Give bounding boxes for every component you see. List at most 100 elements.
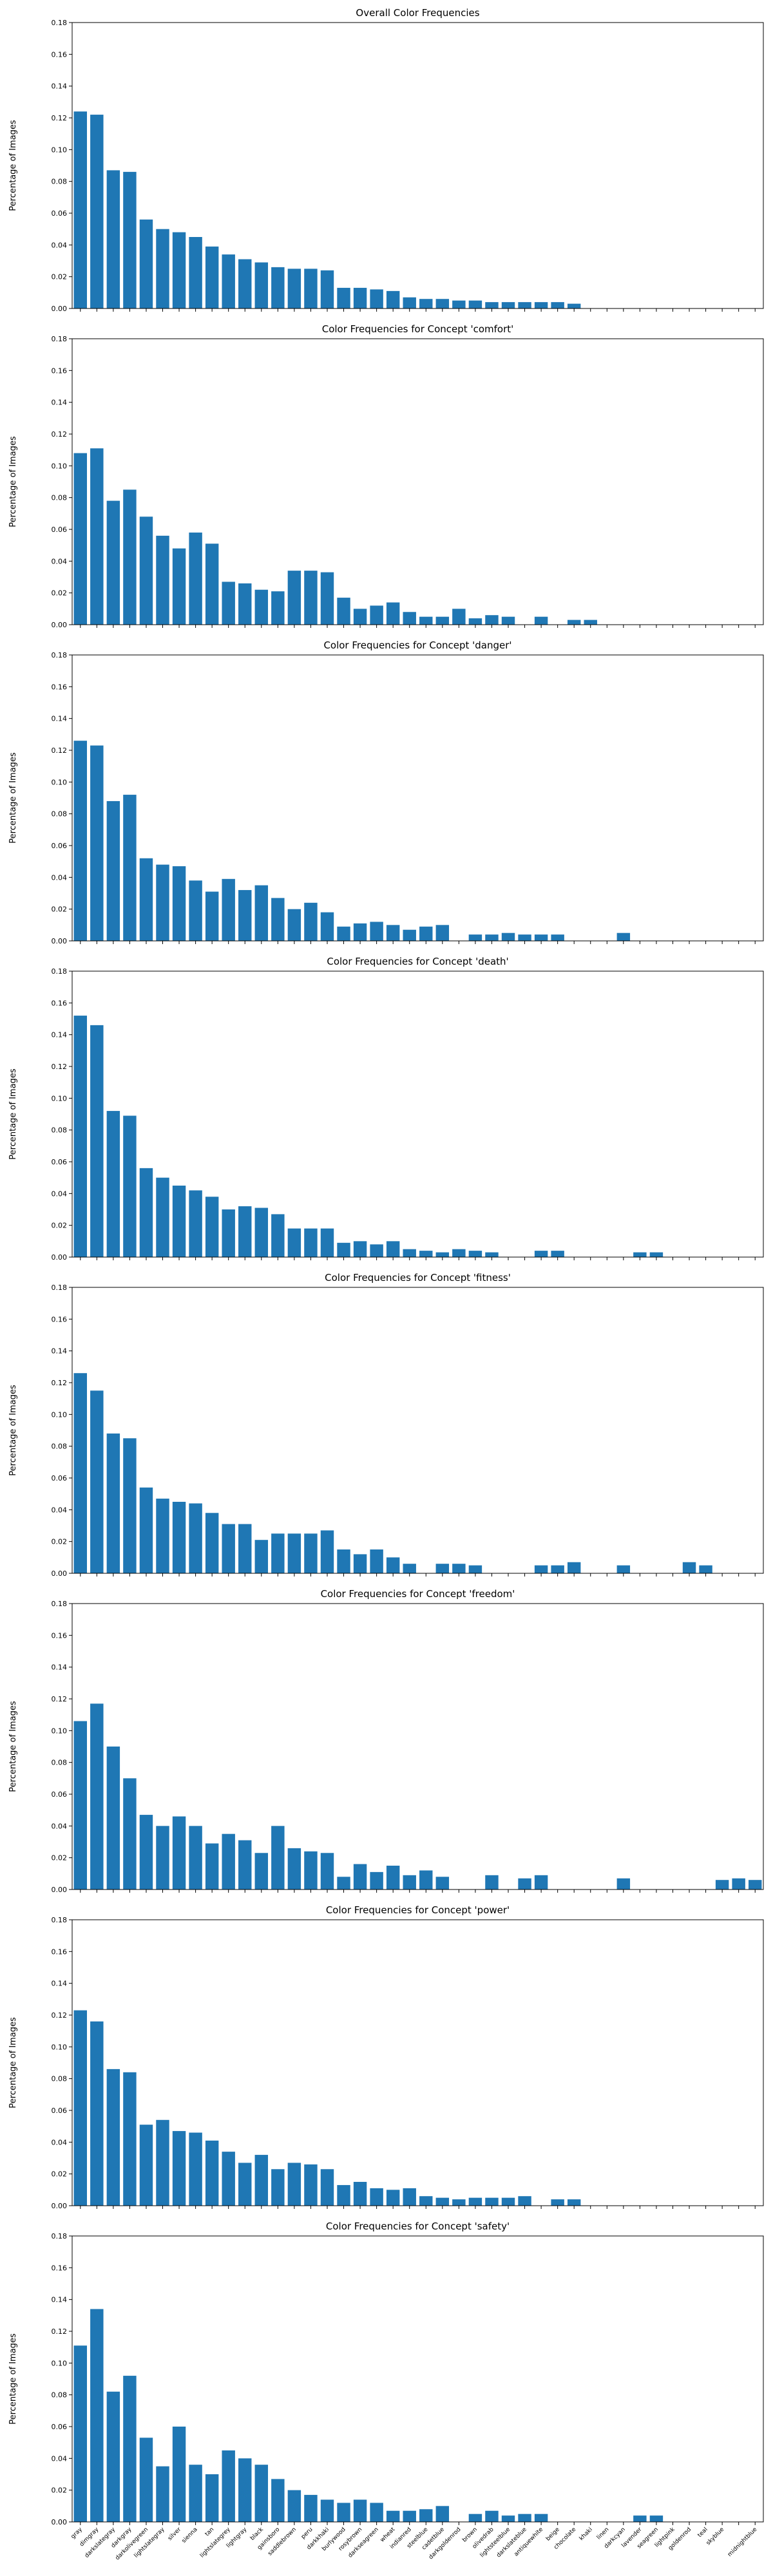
bar <box>172 2427 186 2522</box>
bar <box>238 1524 252 1573</box>
y-tick-label: 0.12 <box>52 1063 68 1071</box>
bar <box>222 1209 235 1257</box>
bar <box>616 1565 631 1573</box>
bar <box>419 926 433 941</box>
bar <box>435 616 450 625</box>
bar <box>452 1249 466 1257</box>
chart-panel: Color Frequencies for Concept 'fitness' P… <box>8 1272 764 1578</box>
bar <box>238 1840 252 1889</box>
y-tick-label: 0.16 <box>52 1947 68 1956</box>
bar <box>156 1177 169 1257</box>
bar <box>337 2503 350 2522</box>
plot-frame <box>72 1919 764 2206</box>
bar <box>468 300 482 308</box>
bar <box>435 2506 450 2522</box>
bar <box>271 2169 285 2206</box>
y-tick-label: 0.16 <box>52 1315 68 1323</box>
y-tick-label: 0.16 <box>52 1631 68 1640</box>
x-tick-label: tan <box>204 2526 216 2538</box>
bar <box>304 2164 318 2206</box>
bar <box>254 1208 269 1257</box>
bar <box>106 2391 120 2522</box>
y-tick-label: 0.14 <box>52 399 68 407</box>
bar <box>189 1826 202 1889</box>
bar <box>403 1249 416 1257</box>
y-tick-label: 0.06 <box>52 209 68 218</box>
bar <box>90 1390 104 1573</box>
bar <box>254 1853 269 1889</box>
y-tick-label: 0.10 <box>52 462 68 470</box>
bar <box>320 2169 334 2206</box>
x-tick-label: gray <box>70 2526 84 2541</box>
bar <box>205 2140 219 2206</box>
bar <box>649 2515 663 2522</box>
y-tick-label: 0.08 <box>52 1126 68 1135</box>
x-tick-label: antiquewhite <box>513 2526 545 2558</box>
y-tick-label: 0.00 <box>52 1569 68 1578</box>
x-tick-label: lightslategray <box>133 2526 166 2559</box>
y-tick-label: 0.06 <box>52 1158 68 1166</box>
bar <box>287 909 301 941</box>
bar <box>304 2495 318 2522</box>
bar <box>172 2131 186 2206</box>
chart-title: Color Frequencies for Concept 'fitness' <box>325 1272 511 1283</box>
bar <box>386 1557 400 1573</box>
bar <box>337 1877 350 1889</box>
y-tick-label: 0.18 <box>52 19 68 27</box>
y-tick-label: 0.18 <box>52 967 68 976</box>
bar <box>287 269 301 308</box>
bar <box>222 1524 235 1573</box>
bar <box>485 2197 499 2206</box>
bar <box>501 2197 515 2206</box>
chart-title: Color Frequencies for Concept 'danger' <box>323 639 511 651</box>
bar <box>386 1241 400 1257</box>
bar <box>123 795 137 941</box>
bar <box>123 1778 137 1889</box>
y-tick-label: 0.00 <box>52 621 68 629</box>
y-tick-label: 0.04 <box>52 2454 68 2463</box>
bar <box>749 1880 762 1889</box>
bar <box>106 1111 120 1257</box>
x-tick-label: peru <box>300 2526 314 2541</box>
bar <box>172 1502 186 1573</box>
y-tick-label: 0.14 <box>52 1347 68 1356</box>
y-tick-label: 0.12 <box>52 114 68 122</box>
bar <box>205 891 219 941</box>
bar <box>403 2188 416 2206</box>
y-tick-label: 0.18 <box>52 1916 68 1924</box>
y-tick-label: 0.04 <box>52 1189 68 1198</box>
bar <box>73 453 87 625</box>
bar <box>222 2450 235 2522</box>
y-tick-label: 0.10 <box>52 1727 68 1735</box>
bar <box>90 448 104 625</box>
y-tick-label: 0.12 <box>52 746 68 755</box>
plot-frame <box>72 2235 764 2523</box>
bar <box>452 609 466 625</box>
bar <box>156 2119 169 2206</box>
bar <box>271 1826 285 1889</box>
bar <box>353 2182 367 2206</box>
bar <box>616 933 631 941</box>
bar <box>139 516 153 625</box>
y-tick-label: 0.08 <box>52 494 68 502</box>
chart-title: Color Frequencies for Concept 'death' <box>327 956 508 967</box>
y-tick-label: 0.12 <box>52 1379 68 1387</box>
bar <box>370 2503 383 2522</box>
bar <box>123 171 137 308</box>
y-tick-label: 0.04 <box>52 1822 68 1830</box>
bar <box>370 289 383 308</box>
bar <box>633 2515 647 2522</box>
bar <box>238 2163 252 2206</box>
y-tick-label: 0.16 <box>52 683 68 691</box>
y-tick-label: 0.10 <box>52 1410 68 1419</box>
y-axis-label: Percentage of Images <box>8 120 18 211</box>
bar <box>616 1878 631 1889</box>
bar <box>73 2345 87 2522</box>
bar <box>90 2309 104 2522</box>
y-tick-label: 0.06 <box>52 842 68 850</box>
y-axis-label: Percentage of Images <box>8 752 18 844</box>
bar <box>452 300 466 308</box>
bar <box>205 1843 219 1889</box>
bar <box>386 1866 400 1889</box>
bar <box>90 1025 104 1257</box>
